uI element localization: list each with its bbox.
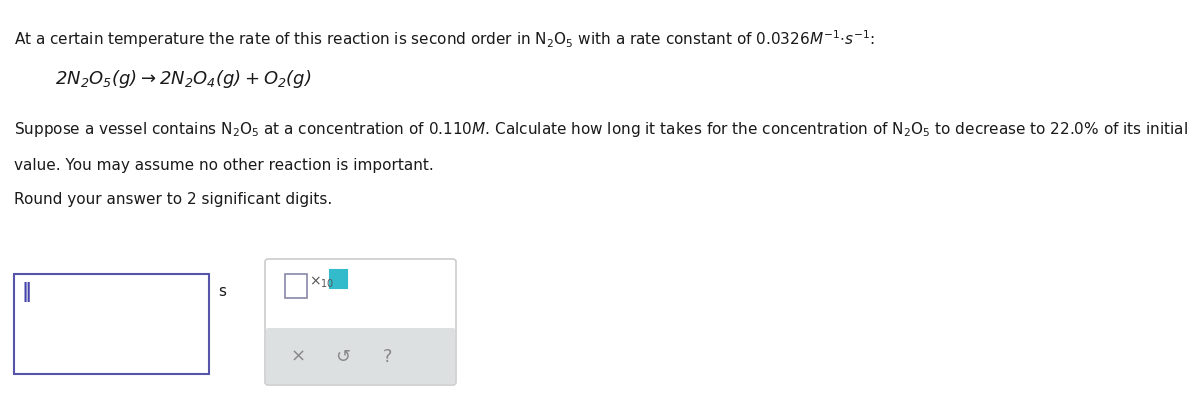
Text: ?: ?: [383, 348, 392, 366]
Text: ‖: ‖: [22, 282, 31, 302]
Text: value. You may assume no other reaction is important.: value. You may assume no other reaction …: [14, 158, 433, 173]
FancyBboxPatch shape: [286, 274, 307, 298]
Text: s: s: [218, 284, 226, 299]
FancyBboxPatch shape: [14, 274, 209, 374]
Text: Suppose a vessel contains $\mathregular{N_2O_5}$ at a concentration of $0.110M$.: Suppose a vessel contains $\mathregular{…: [14, 120, 1188, 139]
Text: ↺: ↺: [336, 348, 350, 366]
Text: At a certain temperature the rate of this reaction is second order in $\mathregu: At a certain temperature the rate of thi…: [14, 28, 875, 50]
Text: ×: ×: [290, 348, 306, 366]
FancyBboxPatch shape: [330, 270, 347, 288]
FancyBboxPatch shape: [265, 259, 456, 385]
FancyBboxPatch shape: [266, 328, 455, 384]
Text: $\mathregular{2N_2O_5(g) \rightarrow 2N_2O_4(g) + O_2(g)}$: $\mathregular{2N_2O_5(g) \rightarrow 2N_…: [55, 68, 312, 90]
Text: $\mathregular{\times_{10}}$: $\mathregular{\times_{10}}$: [310, 274, 335, 290]
Text: Round your answer to 2 significant digits.: Round your answer to 2 significant digit…: [14, 192, 332, 207]
